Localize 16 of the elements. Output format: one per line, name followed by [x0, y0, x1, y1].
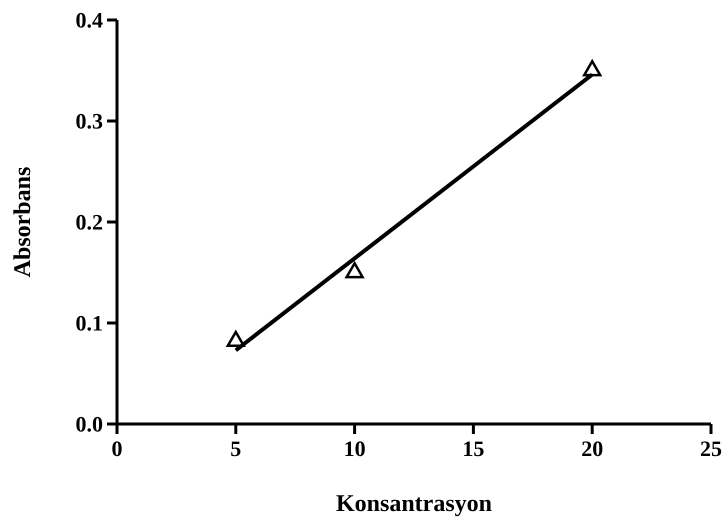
point: [226, 330, 246, 348]
x-axis-title: Konsantrasyon: [336, 491, 492, 517]
y-tick-label: 0.1: [76, 310, 103, 336]
y-tick-label: 0.0: [76, 412, 103, 437]
y-axis-title: Absorbans: [10, 166, 36, 278]
point: [345, 262, 364, 278]
x-tick-label: 5: [230, 436, 242, 461]
x-tick-label: 20: [581, 436, 604, 461]
x-tick-label: 15: [462, 436, 484, 461]
y-tick-label: 0.4: [76, 8, 103, 33]
x-tick-label: 0: [112, 436, 122, 461]
x-tick-label: 25: [700, 436, 722, 461]
y-tick-label: 0.2: [76, 210, 103, 235]
point: [582, 60, 602, 76]
y-tick-label: 0.3: [76, 108, 103, 134]
x-tick-label: 10: [344, 436, 366, 461]
